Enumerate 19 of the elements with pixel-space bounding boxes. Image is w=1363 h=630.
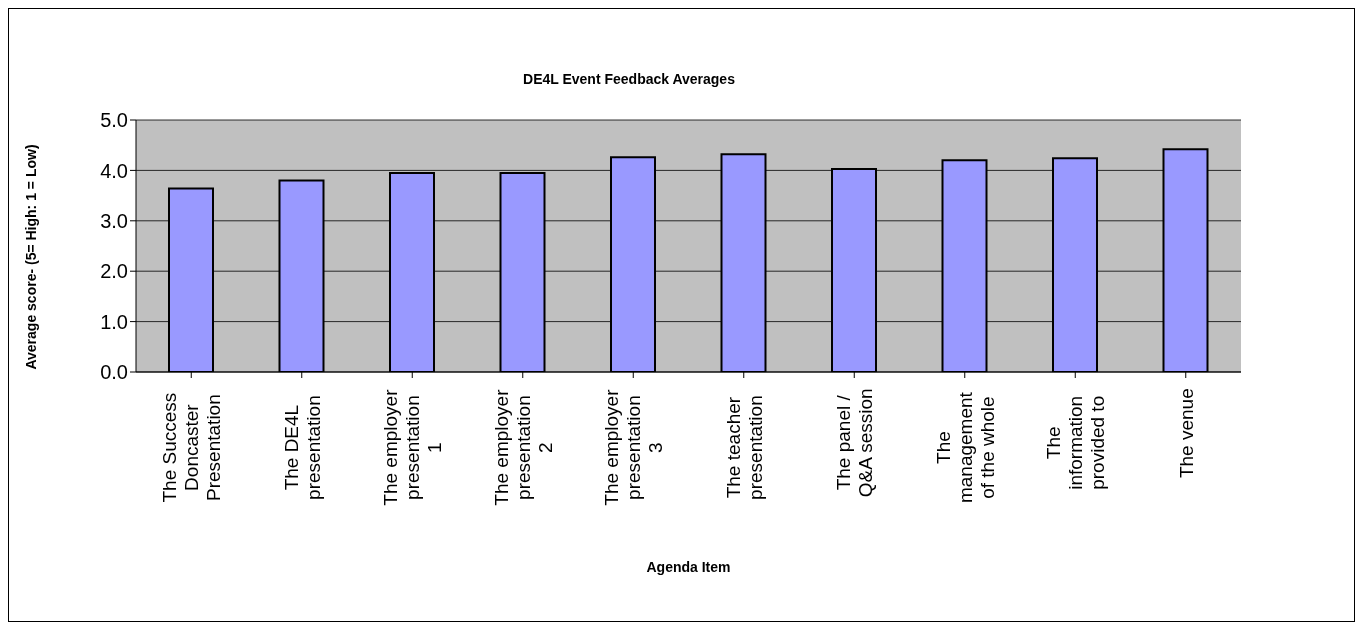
y-tick-label: 5.0 — [100, 109, 128, 132]
x-tick-label: The employer presentation 1 — [380, 388, 446, 506]
y-tick-label: 1.0 — [100, 310, 128, 333]
y-tick-label: 4.0 — [100, 159, 128, 182]
x-tick-label: The venue — [1175, 388, 1197, 479]
x-tick-label: The panel / Q&A session — [833, 388, 877, 498]
x-tick-label: The information provided to — [1043, 395, 1109, 490]
chart-title: DE4L Event Feedback Averages — [522, 71, 736, 87]
x-tick-label: The DE4L presentation — [280, 395, 324, 500]
x-tick-label: The Success Doncaster Presentation — [159, 392, 225, 503]
y-tick-label: 0.0 — [100, 361, 128, 384]
x-axis-title: Agenda Item — [646, 559, 731, 575]
x-tick-label: The employer presentation 3 — [601, 388, 667, 506]
x-tick-label: The employer presentation 2 — [490, 388, 556, 506]
y-axis-title: Average score- (5= High: 1 = Low) — [23, 144, 39, 370]
y-tick-label: 2.0 — [100, 260, 128, 283]
y-tick-label: 3.0 — [100, 209, 128, 232]
x-tick-label: The management of the whole — [932, 391, 998, 504]
x-tick-label: The teacher presentation — [722, 395, 766, 500]
